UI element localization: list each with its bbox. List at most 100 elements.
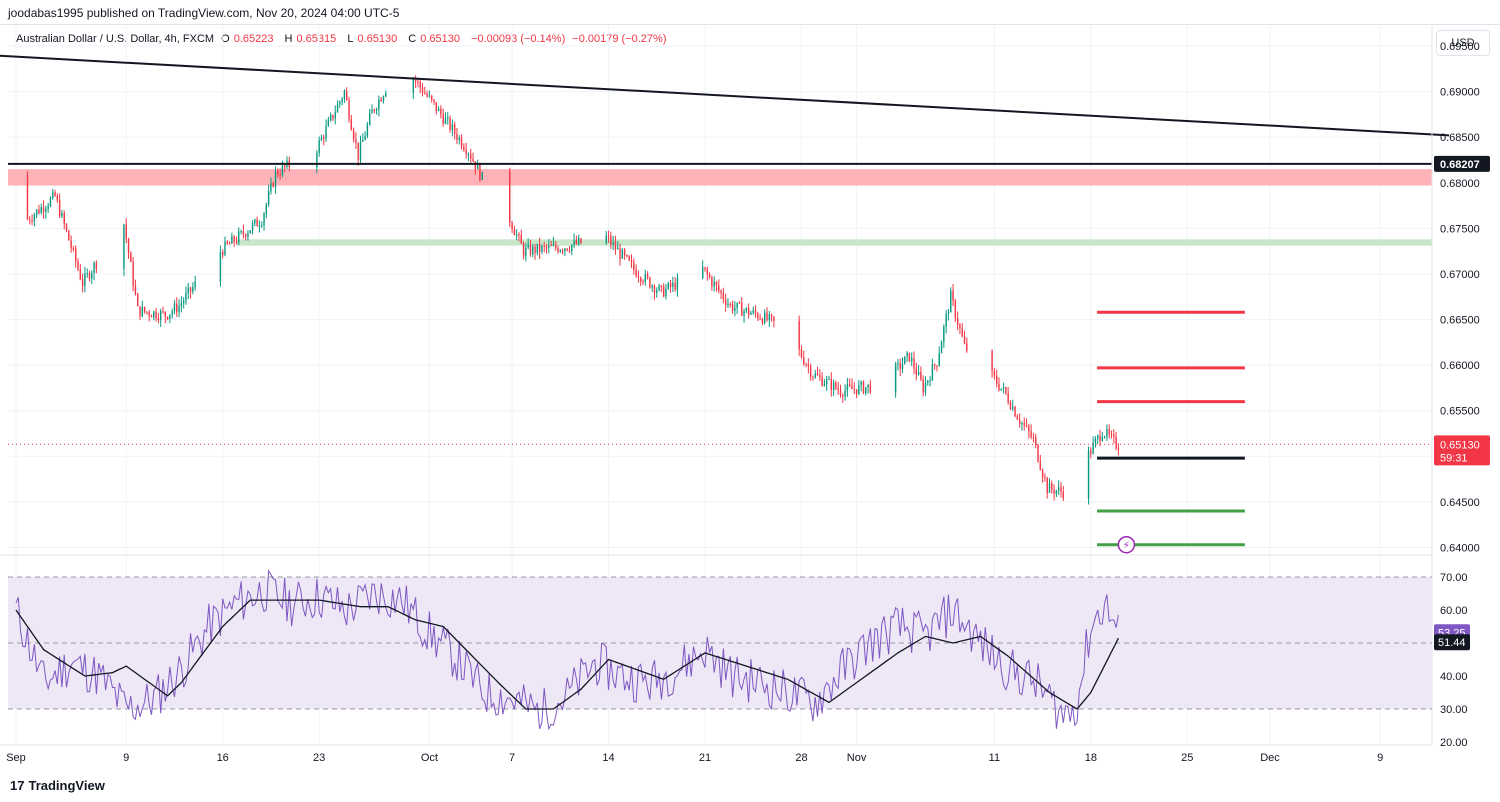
time-tick-label: 23	[313, 752, 325, 764]
candle-body	[741, 302, 743, 316]
candle-body	[125, 224, 127, 239]
candle-body	[511, 222, 513, 230]
candle-body	[701, 267, 704, 278]
candle-body	[633, 262, 635, 270]
candle-body	[339, 101, 341, 105]
candle-body	[428, 95, 431, 97]
candle-body	[947, 312, 950, 315]
candle-body	[123, 224, 125, 269]
candle-body	[362, 139, 364, 142]
ohlc-open: O 0.65223	[221, 33, 277, 45]
candle-body	[1115, 436, 1117, 449]
candle-body	[945, 314, 947, 327]
candle-body	[348, 100, 350, 120]
candle-body	[1005, 387, 1007, 394]
candle-body	[380, 99, 382, 102]
rsi-tick-label: 70.00	[1440, 572, 1468, 584]
candle-body	[368, 113, 371, 125]
resistance-zone[interactable]	[8, 169, 1432, 186]
candle-body	[922, 379, 924, 393]
candle-body	[430, 95, 433, 100]
candle-body	[343, 90, 346, 99]
candle-body	[770, 314, 773, 317]
candle-body	[676, 277, 679, 290]
candle-body	[764, 312, 766, 324]
candle-body	[40, 207, 42, 214]
lightning-icon[interactable]	[1117, 535, 1136, 554]
marked-level-label: 0.68207	[1440, 159, 1480, 171]
candle-body	[366, 124, 369, 136]
candle-body	[805, 364, 807, 366]
price-tick-label: 0.69000	[1440, 87, 1480, 99]
candle-body	[479, 164, 481, 180]
tradingview-logo-text: TradingView	[28, 778, 105, 793]
candle-body	[568, 250, 571, 252]
open-label: O	[221, 33, 230, 45]
candle-body	[373, 109, 375, 111]
time-tick-label: 11	[989, 752, 1000, 764]
candle-body	[272, 183, 274, 187]
candle-body	[635, 269, 637, 277]
candle-body	[940, 341, 943, 354]
candle-body	[853, 389, 855, 391]
candle-body	[938, 353, 940, 366]
candle-body	[642, 281, 644, 283]
candle-body	[38, 209, 40, 214]
candle-body	[814, 373, 816, 378]
candle-body	[612, 242, 614, 245]
candle-body	[414, 79, 417, 82]
candle-body	[169, 314, 171, 319]
candle-body	[768, 314, 771, 320]
candle-body	[509, 171, 511, 223]
candle-body	[270, 183, 272, 192]
candle-body	[867, 384, 869, 388]
candle-body	[605, 235, 607, 244]
candle-body	[835, 382, 837, 389]
candle-body	[180, 303, 183, 306]
candle-body	[1009, 402, 1012, 409]
candle-body	[274, 170, 277, 187]
candle-body	[904, 356, 906, 365]
support-zone[interactable]	[236, 239, 1433, 246]
tradingview-logo[interactable]: 17 TradingView	[10, 778, 105, 793]
candle-body	[221, 251, 224, 256]
candle-body	[426, 93, 428, 97]
currency-button[interactable]: USD	[1436, 30, 1490, 56]
time-tick-label: Dec	[1260, 752, 1280, 764]
lightning-glyph: ⚡	[1123, 541, 1130, 552]
time-tick-label: 7	[509, 752, 515, 764]
candle-body	[336, 104, 339, 113]
candle-body	[1030, 431, 1032, 437]
candle-body	[745, 307, 748, 311]
candle-body	[848, 384, 851, 386]
candle-body	[842, 395, 844, 397]
candle-body	[63, 213, 65, 225]
candle-body	[555, 244, 557, 249]
candle-body	[734, 307, 736, 311]
candle-body	[669, 283, 672, 288]
marked-level-tag	[1434, 155, 1490, 172]
candle-body	[61, 213, 63, 217]
candle-body	[543, 245, 545, 247]
candle-body	[1090, 450, 1092, 454]
price-tick-label: 0.69500	[1440, 41, 1480, 53]
candle-body	[708, 274, 711, 278]
trendline[interactable]	[0, 54, 1450, 137]
time-tick-label: 9	[1377, 752, 1383, 764]
candle-body	[233, 236, 235, 242]
candle-body	[1101, 436, 1104, 441]
candle-body	[559, 250, 562, 252]
candle-body	[1018, 419, 1021, 424]
candle-body	[548, 245, 550, 248]
candle-body	[518, 234, 520, 236]
candle-body	[1108, 429, 1110, 435]
candle-body	[1097, 435, 1099, 439]
symbol-name[interactable]: Australian Dollar / U.S. Dollar, 4h, FXC…	[16, 33, 215, 45]
candle-body	[619, 248, 621, 259]
candle-body	[1046, 478, 1048, 493]
candle-body	[132, 262, 134, 286]
candle-body	[437, 108, 440, 112]
candle-body	[727, 304, 729, 306]
candle-body	[95, 262, 98, 269]
